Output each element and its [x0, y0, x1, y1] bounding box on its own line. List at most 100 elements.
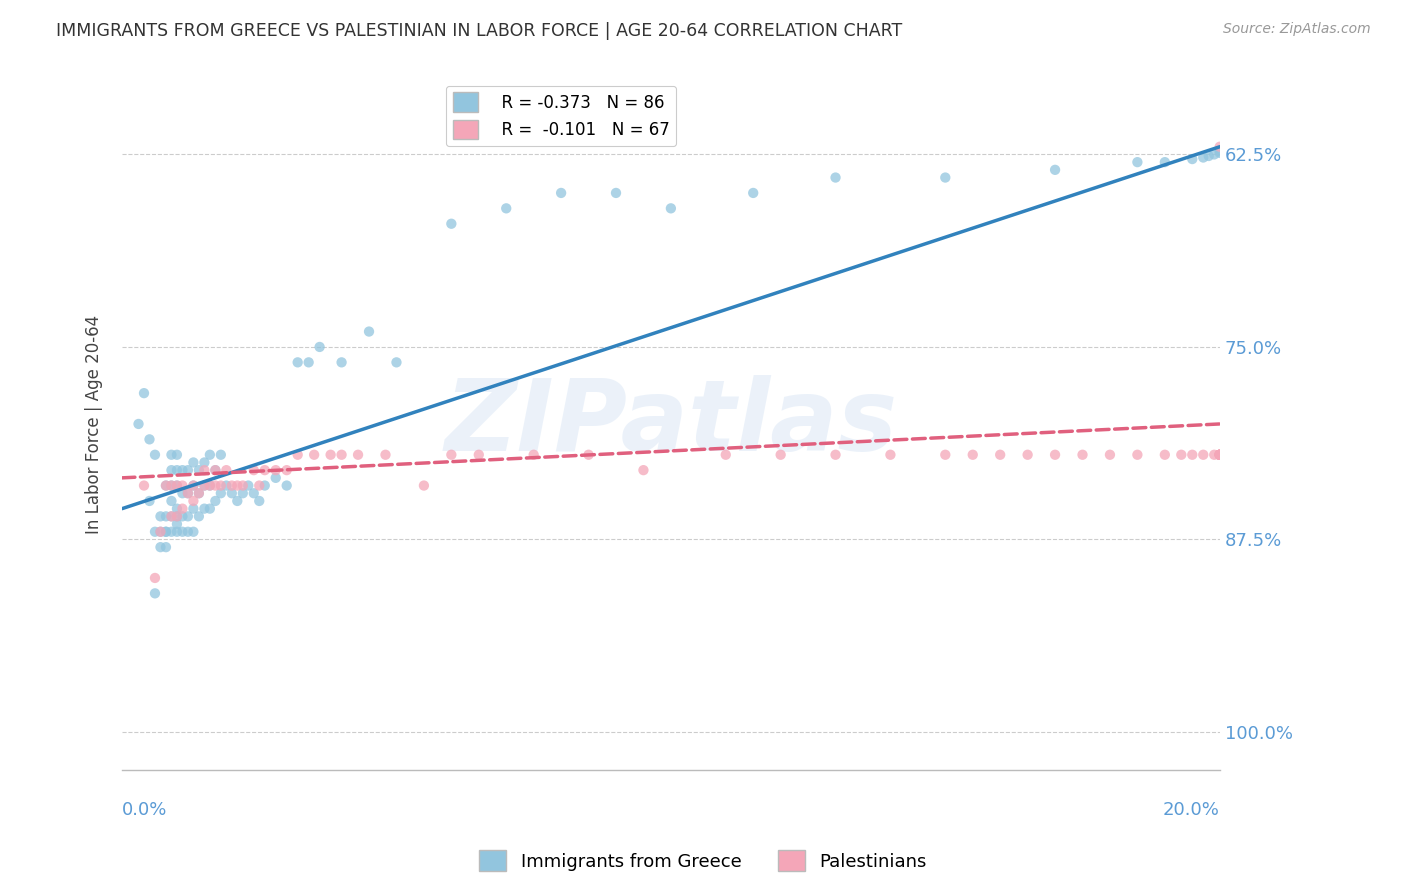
Point — [183, 478, 205, 492]
Point — [1209, 448, 1232, 462]
Point — [177, 509, 200, 524]
Point — [242, 463, 264, 477]
Point — [209, 478, 232, 492]
Point — [187, 509, 209, 524]
Point — [143, 571, 166, 585]
Point — [253, 463, 276, 477]
Point — [247, 494, 270, 508]
Point — [962, 448, 984, 462]
Point — [198, 448, 221, 462]
Legend:   R = -0.373   N = 86,   R =  -0.101   N = 67: R = -0.373 N = 86, R = -0.101 N = 67 — [446, 86, 676, 146]
Point — [330, 355, 353, 369]
Point — [1153, 155, 1175, 169]
Point — [198, 478, 221, 492]
Point — [308, 340, 330, 354]
Point — [1209, 448, 1232, 462]
Point — [187, 486, 209, 500]
Point — [605, 186, 627, 200]
Text: IMMIGRANTS FROM GREECE VS PALESTINIAN IN LABOR FORCE | AGE 20-64 CORRELATION CHA: IMMIGRANTS FROM GREECE VS PALESTINIAN IN… — [56, 22, 903, 40]
Point — [155, 524, 177, 539]
Point — [149, 524, 172, 539]
Point — [769, 448, 792, 462]
Point — [166, 448, 188, 462]
Point — [232, 486, 254, 500]
Point — [495, 202, 517, 216]
Text: ZIPatlas: ZIPatlas — [444, 376, 897, 473]
Point — [155, 478, 177, 492]
Point — [226, 494, 249, 508]
Point — [155, 524, 177, 539]
Point — [193, 455, 215, 469]
Point — [1209, 145, 1232, 160]
Point — [468, 448, 491, 462]
Point — [330, 448, 353, 462]
Point — [1204, 147, 1226, 161]
Point — [221, 486, 243, 500]
Point — [302, 448, 325, 462]
Point — [183, 478, 205, 492]
Point — [412, 478, 434, 492]
Point — [204, 463, 226, 477]
Point — [155, 540, 177, 554]
Point — [347, 448, 370, 462]
Point — [155, 509, 177, 524]
Point — [143, 524, 166, 539]
Point — [1209, 448, 1232, 462]
Point — [172, 509, 194, 524]
Point — [824, 170, 846, 185]
Point — [1043, 448, 1066, 462]
Point — [160, 463, 183, 477]
Point — [149, 509, 172, 524]
Point — [160, 509, 183, 524]
Point — [1071, 448, 1094, 462]
Point — [143, 448, 166, 462]
Point — [357, 325, 380, 339]
Point — [215, 463, 238, 477]
Point — [1209, 448, 1232, 462]
Point — [160, 494, 183, 508]
Point — [633, 463, 655, 477]
Point — [988, 448, 1011, 462]
Point — [183, 501, 205, 516]
Point — [187, 463, 209, 477]
Point — [264, 471, 287, 485]
Point — [319, 448, 342, 462]
Point — [166, 463, 188, 477]
Point — [172, 501, 194, 516]
Point — [166, 509, 188, 524]
Point — [374, 448, 396, 462]
Point — [232, 478, 254, 492]
Point — [742, 186, 765, 200]
Point — [934, 170, 956, 185]
Point — [204, 463, 226, 477]
Point — [440, 448, 463, 462]
Legend: Immigrants from Greece, Palestinians: Immigrants from Greece, Palestinians — [472, 843, 934, 879]
Point — [166, 478, 188, 492]
Point — [226, 478, 249, 492]
Point — [155, 478, 177, 492]
Point — [138, 494, 160, 508]
Point — [209, 486, 232, 500]
Point — [160, 478, 183, 492]
Point — [1209, 145, 1232, 159]
Point — [138, 433, 160, 447]
Point — [1192, 448, 1215, 462]
Point — [160, 509, 183, 524]
Point — [172, 478, 194, 492]
Point — [132, 386, 155, 401]
Point — [1209, 140, 1232, 154]
Point — [385, 355, 408, 369]
Point — [287, 355, 309, 369]
Point — [183, 455, 205, 469]
Point — [1204, 448, 1226, 462]
Point — [166, 517, 188, 532]
Point — [1209, 448, 1232, 462]
Point — [209, 448, 232, 462]
Point — [187, 486, 209, 500]
Point — [143, 586, 166, 600]
Point — [193, 478, 215, 492]
Point — [177, 486, 200, 500]
Point — [714, 448, 737, 462]
Point — [287, 448, 309, 462]
Point — [1181, 152, 1204, 166]
